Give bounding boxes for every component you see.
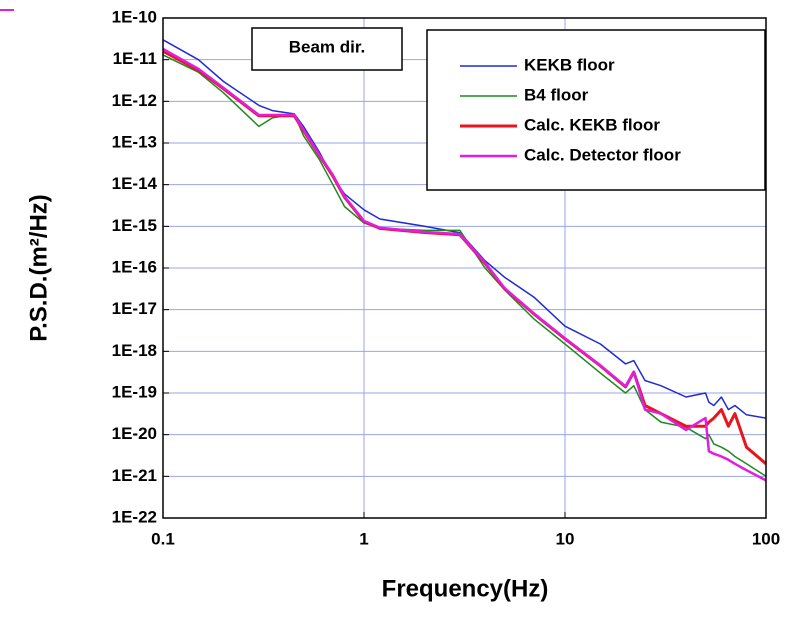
y-tick-label: 1E-21 bbox=[112, 466, 157, 485]
legend: KEKB floor B4 floor Calc. KEKB floor Calc. … bbox=[460, 55, 681, 164]
ticks: 1E-22 1E-21 1E-20 1E-19 1E-18 1E-17 1E-16 1E-15… bbox=[112, 7, 781, 548]
y-tick-label: 1E-14 bbox=[112, 174, 158, 193]
y-tick-label: 1E-11 bbox=[113, 49, 157, 68]
legend-label: B4 floor bbox=[524, 85, 589, 104]
y-tick-label: 1E-15 bbox=[112, 216, 157, 235]
y-tick-label: 1E-18 bbox=[112, 341, 157, 360]
y-tick-label: 1E-12 bbox=[112, 91, 157, 110]
series-line bbox=[162, 47, 767, 482]
x-tick-label: 1 bbox=[359, 529, 368, 548]
x-tick-label: 100 bbox=[752, 529, 780, 548]
x-axis-title: Frequency(Hz) bbox=[382, 575, 549, 602]
y-tick-label: 1E-20 bbox=[112, 424, 157, 443]
y-tick-label: 1E-17 bbox=[112, 299, 157, 318]
legend-label: KEKB floor bbox=[524, 55, 615, 74]
plot-lines bbox=[162, 39, 767, 482]
y-tick-label: 1E-13 bbox=[112, 132, 157, 151]
legend-label: Calc. KEKB floor bbox=[524, 115, 660, 134]
x-tick-label: 0.1 bbox=[151, 529, 175, 548]
annotation: Beam dir. bbox=[289, 37, 366, 56]
y-tick-label: 1E-16 bbox=[112, 257, 157, 276]
legend-box bbox=[426, 29, 766, 191]
x-tick-label: 10 bbox=[556, 529, 575, 548]
y-tick-label: 1E-19 bbox=[112, 382, 157, 401]
legend-label: Calc. Detector floor bbox=[524, 145, 681, 164]
y-tick-label: 1E-22 bbox=[112, 507, 157, 526]
annotation-box bbox=[251, 27, 403, 71]
y-tick-label: 1E-10 bbox=[112, 7, 157, 26]
y-axis-title: P.S.D.(m²/Hz) bbox=[25, 194, 52, 342]
